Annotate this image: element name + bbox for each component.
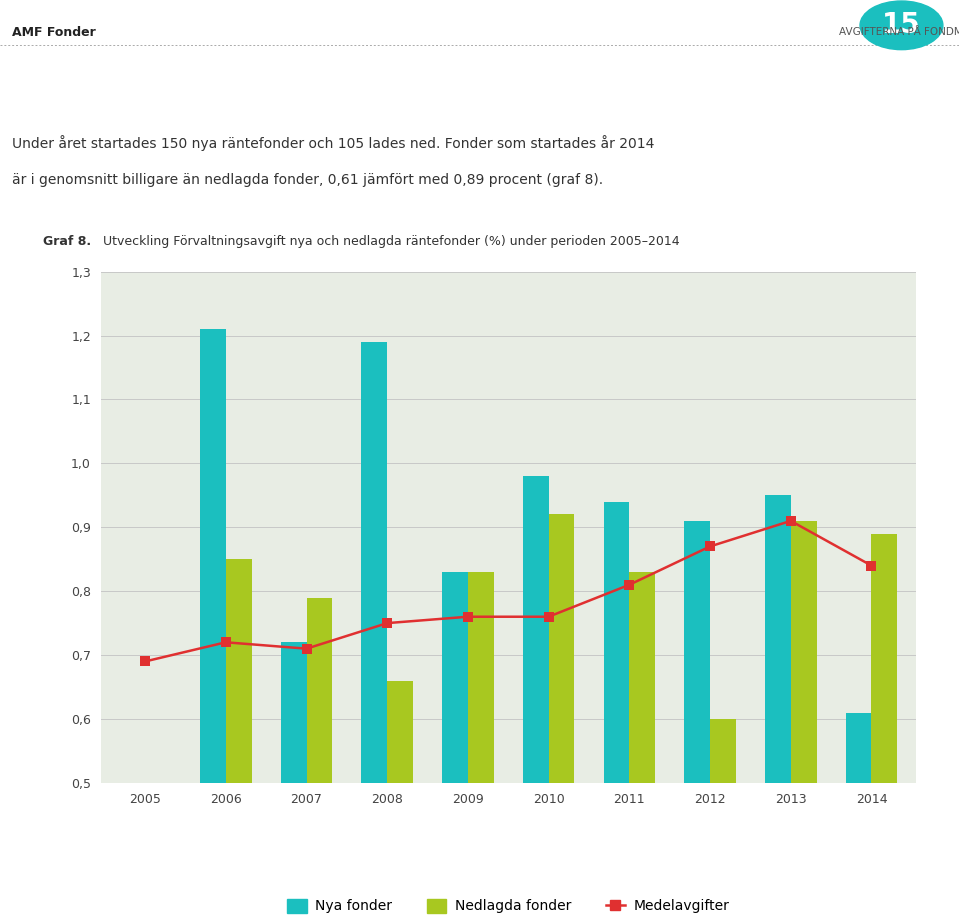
Bar (791, 521, 816, 921)
Bar (387, 681, 413, 921)
Bar (629, 572, 655, 921)
Bar (549, 515, 574, 921)
Bar (872, 533, 898, 921)
Text: AMF Fonder: AMF Fonder (12, 26, 95, 39)
Text: Utveckling Förvaltningsavgift nya och nedlagda räntefonder (%) under perioden 20: Utveckling Förvaltningsavgift nya och ne… (99, 235, 679, 248)
Bar (523, 476, 549, 921)
Bar (281, 642, 307, 921)
Bar (765, 495, 791, 921)
Legend: Nya fonder, Nedlagda fonder, Medelavgifter: Nya fonder, Nedlagda fonder, Medelavgift… (282, 893, 735, 919)
Bar (684, 521, 710, 921)
Text: 15: 15 (882, 11, 921, 40)
Text: Graf 8.: Graf 8. (43, 235, 91, 248)
Circle shape (860, 1, 943, 50)
Bar (442, 572, 468, 921)
Bar (710, 719, 736, 921)
Bar (603, 502, 629, 921)
Bar (307, 598, 333, 921)
Bar (200, 329, 225, 921)
Text: är i genomsnitt billigare än nedlagda fonder, 0,61 jämfört med 0,89 procent (gra: är i genomsnitt billigare än nedlagda fo… (12, 172, 602, 187)
Text: Under året startades 150 nya räntefonder och 105 lades ned. Fonder som startades: Under året startades 150 nya räntefonder… (12, 134, 654, 151)
Bar (468, 572, 494, 921)
Bar (225, 559, 251, 921)
Bar (846, 713, 872, 921)
Bar (362, 342, 387, 921)
Text: AVGIFTERNA PÅ FONDMARKNADEN 2014: AVGIFTERNA PÅ FONDMARKNADEN 2014 (839, 28, 959, 37)
